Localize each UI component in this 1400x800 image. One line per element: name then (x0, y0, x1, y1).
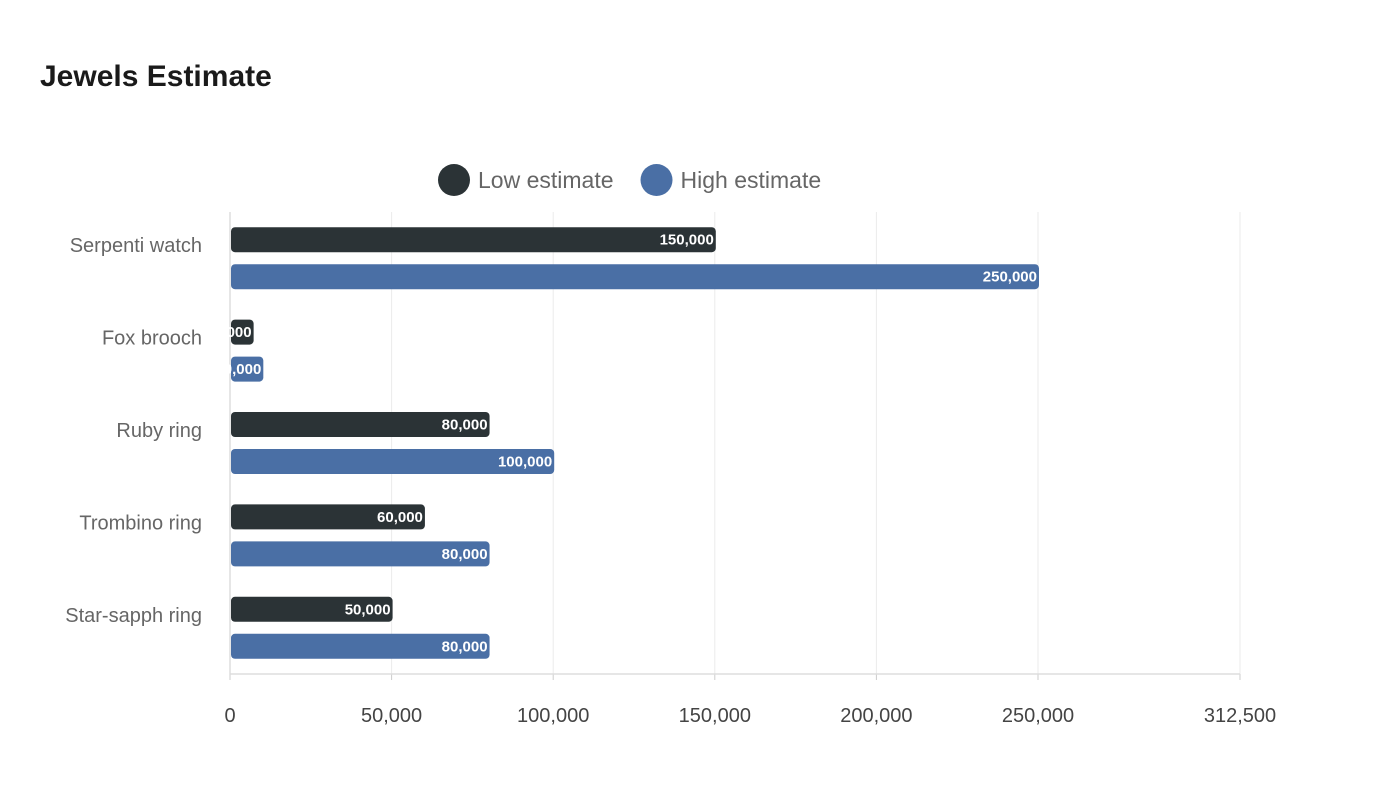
bar-data-label: 50,000 (345, 601, 391, 618)
bar-high-estimate[interactable] (231, 356, 264, 382)
x-tick-label: 150,000 (679, 705, 751, 727)
x-tick-label: 250,000 (1002, 705, 1074, 727)
bar-data-label: 80,000 (442, 638, 488, 655)
x-tick-label: 100,000 (517, 705, 589, 727)
category-labels: Serpenti watch Fox brooch Ruby ring Trombin… (65, 235, 202, 627)
x-tick-label: 312,500 (1204, 705, 1276, 727)
bar-data-label: 80,000 (442, 546, 488, 563)
legend-marker (438, 164, 470, 196)
category-label: Fox brooch (102, 328, 202, 350)
bar-data-label: 100,000 (498, 454, 552, 471)
bar-data-label: 250,000 (983, 269, 1037, 286)
legend-marker (640, 164, 673, 196)
bar-high-estimate[interactable] (231, 633, 490, 659)
bar-data-label: 60,000 (377, 509, 423, 526)
category-label: Star-sapph ring (65, 605, 202, 627)
bar-high-estimate[interactable] (231, 541, 490, 567)
legend[interactable]: Low estimate High estimate (438, 164, 821, 196)
bar-data-label: 7,000 (214, 324, 252, 341)
x-tick-labels: 0 50,000 100,000 150,000 200,000 250,000 312,5… (224, 705, 1276, 727)
bar-data-labels: 150,000 250,000 7,000 10,000 80,000 100,000 60… (214, 232, 1037, 656)
legend-item-high-estimate[interactable]: High estimate (640, 164, 822, 196)
bars (231, 227, 1039, 659)
category-label: Ruby ring (116, 420, 202, 442)
category-label: Serpenti watch (70, 235, 202, 257)
bar-low-estimate[interactable] (231, 596, 393, 622)
bar-data-label: 10,000 (215, 361, 261, 378)
bar-high-estimate[interactable] (231, 264, 1039, 290)
bar-low-estimate[interactable] (231, 319, 254, 345)
bar-low-estimate[interactable] (231, 227, 716, 253)
bar-data-label: 150,000 (660, 232, 714, 249)
category-label: Trombino ring (79, 512, 202, 534)
axes (229, 212, 1241, 680)
legend-label: Low estimate (478, 167, 614, 193)
legend-item-low-estimate[interactable]: Low estimate (438, 164, 614, 196)
x-tick-label: 50,000 (361, 705, 422, 727)
x-tick-label: 0 (224, 705, 235, 727)
chart-title: Jewels Estimate (40, 60, 272, 93)
bar-low-estimate[interactable] (231, 412, 490, 437)
legend-label: High estimate (681, 167, 822, 193)
x-tick-label: 200,000 (840, 705, 912, 727)
bar-low-estimate[interactable] (231, 504, 425, 530)
bar-high-estimate[interactable] (231, 449, 555, 474)
bar-data-label: 80,000 (442, 417, 488, 434)
